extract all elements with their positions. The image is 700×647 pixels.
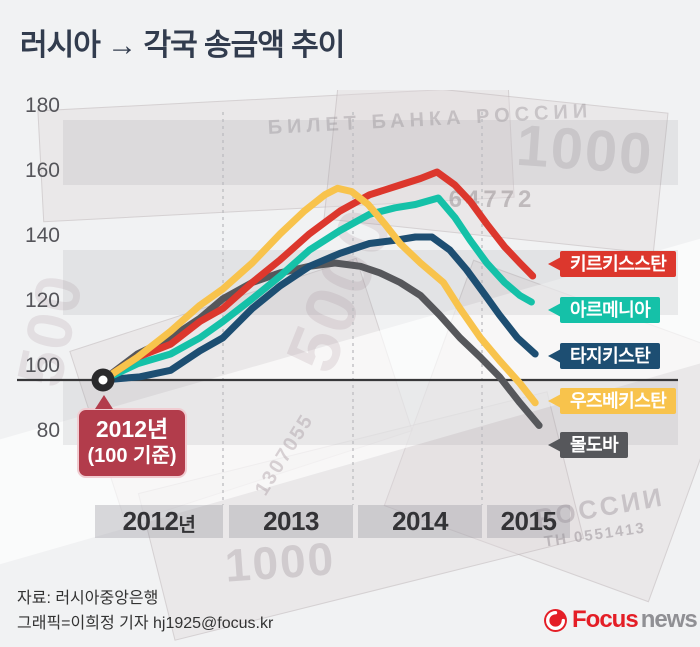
source-text: 자료: 러시아중앙은행 <box>17 590 159 607</box>
y-axis-label: 120 <box>24 289 60 312</box>
legend-tag-1: 키르키스스탄 <box>548 251 677 277</box>
year-text: 2014 <box>392 506 448 536</box>
callout-basis: (100 기준) <box>87 444 177 467</box>
page-title: 러시아 → 각국 송금액 추이 <box>20 29 345 62</box>
callout-year: 2012년 <box>95 416 169 442</box>
legend-tag-4: 우즈베키스탄 <box>548 388 677 414</box>
series-line-2 <box>99 194 535 384</box>
year-text: 2015 <box>500 506 557 536</box>
grid-band <box>63 120 678 185</box>
series-lines <box>99 168 543 429</box>
legend-tail-icon <box>548 349 561 363</box>
x-axis-label: 2013 <box>229 505 353 538</box>
legend-tail-icon <box>548 438 561 452</box>
start-dot <box>91 368 115 392</box>
series-line-1 <box>99 168 537 384</box>
logo-word-news: news <box>640 606 698 633</box>
y-axis-label: 160 <box>24 159 60 182</box>
y-axis-label: 100 <box>24 354 60 377</box>
y-axis-label: 140 <box>24 224 60 247</box>
legend-tail-icon <box>548 303 561 317</box>
year-suffix: 년 <box>178 514 196 536</box>
logo-word-focus: Focus <box>572 606 639 633</box>
year-text: 2012 <box>122 506 179 536</box>
y-axis-label: 180 <box>24 94 60 117</box>
legend-tag-5: 몰도바 <box>548 432 629 458</box>
series-line-3 <box>99 233 539 384</box>
baseline-callout: 2012년 (100 기준) <box>77 395 187 478</box>
legend-tag-3: 타지키스탄 <box>548 343 661 369</box>
legend-tail-icon <box>548 257 561 271</box>
x-axis-label: 2015 <box>487 505 570 538</box>
focus-swirl-icon <box>544 608 567 632</box>
legend-tag-2: 아르메니아 <box>548 297 661 323</box>
legend-tail-icon <box>548 394 561 408</box>
year-text: 2013 <box>263 506 319 536</box>
x-axis-label: 2012 년 <box>95 505 223 538</box>
x-axis-label: 2014 <box>358 505 482 538</box>
callout-tail-icon <box>95 395 113 409</box>
series-line-4 <box>99 184 539 407</box>
y-axis-label: 80 <box>36 419 60 442</box>
focus-news-logo: Focus news <box>543 606 698 634</box>
credit-text: 그래픽=이희정 기자 hj1925@focus.kr <box>17 615 274 632</box>
